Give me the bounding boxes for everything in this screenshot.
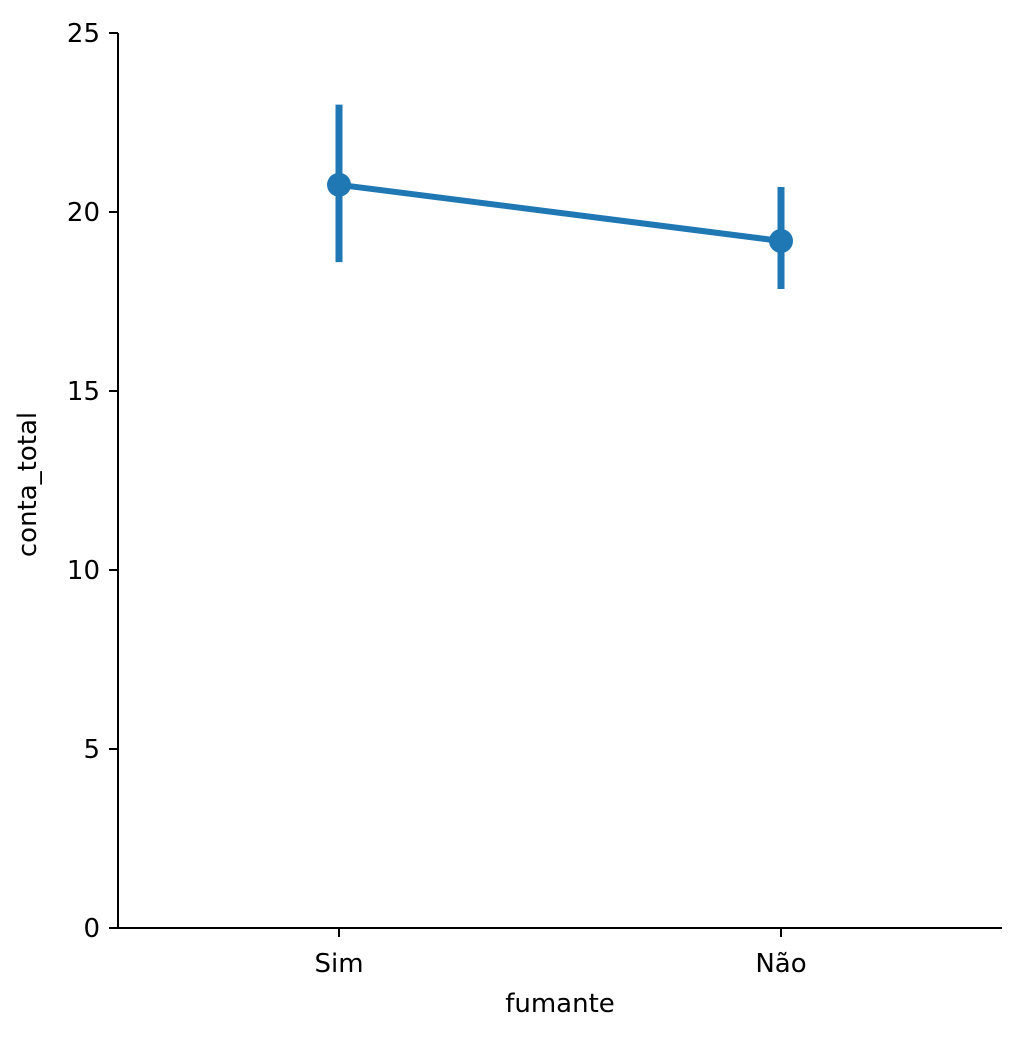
series-line — [338, 181, 782, 244]
data-points — [327, 172, 793, 253]
y-axis-ticks: 0 5 10 15 20 25 — [67, 19, 118, 944]
x-axis-label: fumante — [505, 989, 615, 1019]
y-tick-label: 20 — [67, 198, 100, 228]
error-bars — [335, 104, 785, 289]
data-point — [327, 172, 351, 197]
x-tick-label: Não — [755, 949, 806, 979]
y-tick-label: 15 — [67, 377, 100, 407]
y-tick-label: 10 — [67, 556, 100, 586]
x-tick-label: Sim — [314, 949, 363, 979]
data-point — [769, 228, 793, 253]
y-axis-label: conta_total — [13, 412, 43, 557]
y-tick-label: 5 — [83, 735, 100, 765]
y-tick-label: 0 — [83, 914, 100, 944]
y-tick-label: 25 — [67, 19, 100, 49]
x-axis-ticks: Sim Não — [314, 928, 807, 979]
